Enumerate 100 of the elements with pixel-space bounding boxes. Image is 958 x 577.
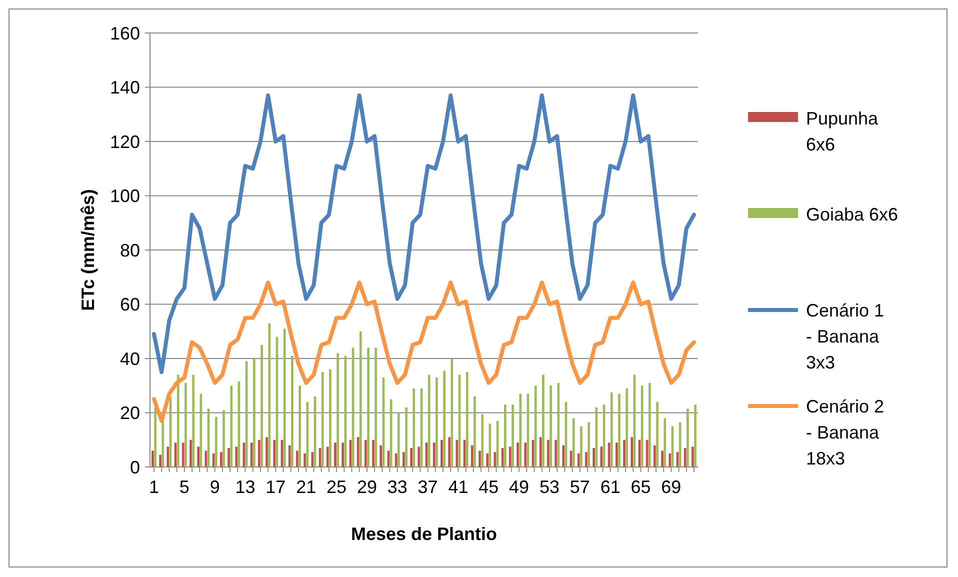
bar bbox=[253, 358, 256, 467]
bar bbox=[162, 420, 164, 467]
bar bbox=[534, 386, 537, 467]
bar bbox=[562, 445, 565, 467]
legend-label: Cenário 1 - Banana 3x3 bbox=[806, 300, 884, 372]
x-tick-label: 41 bbox=[448, 477, 468, 497]
bar bbox=[557, 382, 560, 467]
bar bbox=[304, 453, 306, 467]
bar bbox=[176, 374, 180, 467]
y-tick-label: 120 bbox=[110, 132, 140, 152]
bar bbox=[152, 450, 154, 467]
bar bbox=[539, 437, 542, 467]
bar bbox=[380, 445, 382, 467]
bar bbox=[588, 422, 590, 467]
x-tick-label: 49 bbox=[509, 477, 530, 497]
bar bbox=[364, 440, 367, 467]
x-tick-label: 29 bbox=[356, 477, 377, 497]
bar bbox=[372, 440, 374, 467]
bar bbox=[402, 452, 405, 467]
legend-label: Pupunha 6x6 bbox=[806, 108, 880, 154]
bar bbox=[273, 440, 276, 467]
bar bbox=[260, 344, 263, 467]
bar bbox=[610, 392, 613, 467]
bar bbox=[516, 442, 519, 467]
bar bbox=[554, 440, 557, 467]
bar bbox=[166, 446, 170, 467]
bar bbox=[258, 440, 260, 467]
bar bbox=[296, 450, 298, 467]
bar bbox=[686, 408, 689, 467]
x-tick-label: 1 bbox=[148, 477, 159, 497]
bar bbox=[398, 412, 400, 467]
bar bbox=[192, 374, 194, 467]
bar bbox=[668, 453, 672, 467]
x-tick-label: 33 bbox=[387, 477, 408, 497]
x-tick-label: 5 bbox=[179, 477, 190, 497]
x-tick-label: 45 bbox=[478, 477, 499, 497]
bar bbox=[577, 453, 580, 467]
bar bbox=[288, 445, 291, 467]
bar bbox=[524, 442, 527, 467]
bar bbox=[592, 448, 595, 467]
bar bbox=[656, 402, 658, 467]
legend-label: Cenário 2 - Banana 18x3 bbox=[806, 396, 884, 468]
x-tick-label: 57 bbox=[570, 477, 590, 497]
bar bbox=[542, 374, 544, 467]
bar bbox=[547, 440, 550, 467]
bar bbox=[694, 404, 696, 467]
x-tick-label: 13 bbox=[235, 477, 256, 497]
bar bbox=[283, 328, 286, 467]
bar bbox=[432, 442, 436, 467]
x-tick-label: 69 bbox=[661, 477, 682, 497]
bar bbox=[474, 396, 476, 467]
bar bbox=[654, 445, 656, 467]
bar bbox=[405, 407, 408, 467]
bar bbox=[440, 440, 443, 467]
y-tick-label: 40 bbox=[120, 348, 140, 369]
bar bbox=[268, 323, 271, 467]
bar bbox=[197, 446, 200, 467]
bar bbox=[626, 388, 628, 467]
bar bbox=[321, 372, 324, 467]
y-tick-label: 80 bbox=[120, 240, 140, 260]
bar bbox=[336, 353, 340, 467]
bar bbox=[342, 442, 344, 467]
bar bbox=[519, 394, 522, 467]
bar bbox=[298, 386, 301, 467]
y-tick-label: 0 bbox=[130, 457, 140, 478]
y-tick-label: 100 bbox=[110, 186, 140, 206]
y-tick-label: 140 bbox=[110, 78, 140, 98]
bar bbox=[230, 386, 233, 467]
bar bbox=[470, 445, 474, 467]
bar bbox=[623, 440, 626, 467]
bar bbox=[220, 452, 222, 467]
bar bbox=[550, 386, 552, 467]
bar bbox=[311, 452, 314, 467]
bar bbox=[692, 446, 694, 467]
bar bbox=[466, 372, 468, 467]
bar bbox=[443, 370, 446, 467]
x-tick-label: 37 bbox=[418, 477, 438, 497]
x-tick-label: 21 bbox=[296, 477, 316, 497]
bar bbox=[306, 402, 309, 467]
bar bbox=[182, 442, 184, 467]
bar bbox=[478, 450, 481, 467]
legend-label: Goiaba 6x6 bbox=[806, 204, 898, 224]
x-tick-label: 25 bbox=[326, 477, 347, 497]
bar bbox=[508, 446, 512, 467]
y-axis-title: ETc (mm/mês) bbox=[78, 189, 98, 311]
y-tick-label: 60 bbox=[120, 294, 140, 315]
bar bbox=[512, 404, 514, 467]
bar bbox=[222, 410, 225, 467]
bar bbox=[184, 382, 187, 467]
bar bbox=[436, 377, 438, 467]
bar bbox=[585, 452, 588, 467]
bar bbox=[684, 448, 686, 467]
x-tick-label: 53 bbox=[539, 477, 560, 497]
x-tick-label: 9 bbox=[210, 477, 220, 497]
bar bbox=[448, 437, 450, 467]
bar bbox=[159, 454, 162, 467]
bar bbox=[326, 446, 329, 467]
bar bbox=[291, 356, 294, 467]
bar bbox=[648, 382, 651, 467]
x-tick-label: 65 bbox=[630, 477, 651, 497]
